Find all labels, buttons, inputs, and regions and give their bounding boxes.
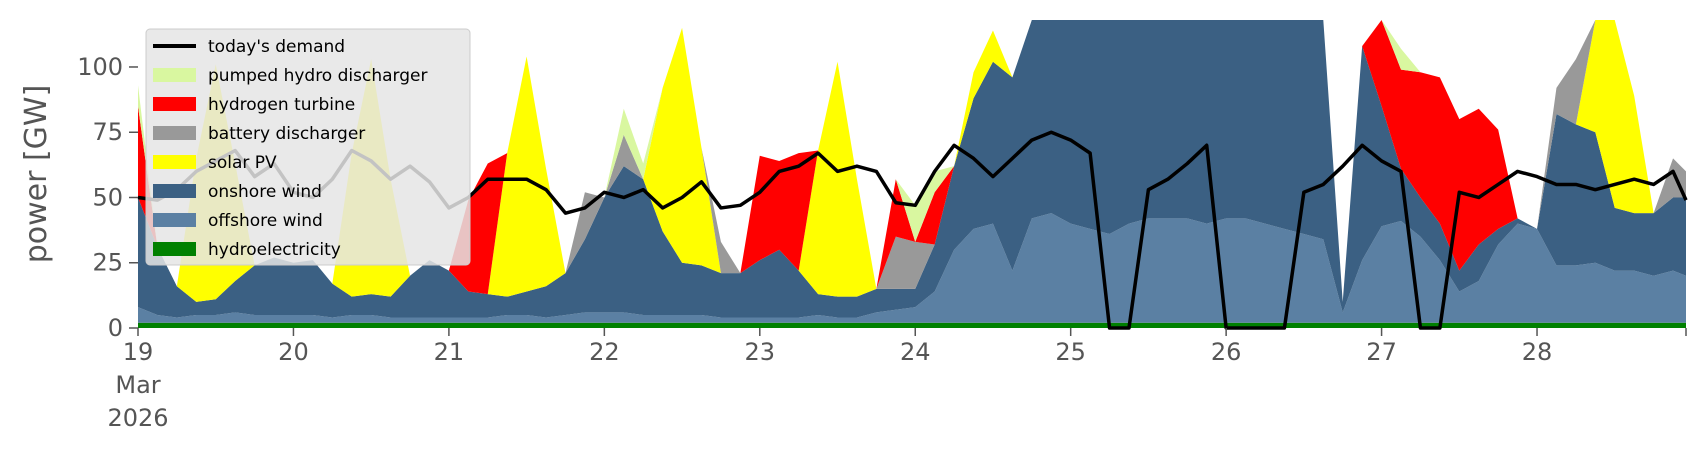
legend-swatch: [153, 126, 196, 140]
legend-label: today's demand: [208, 37, 345, 57]
x-tick-label: 27: [1366, 338, 1397, 366]
y-tick-label: 75: [92, 118, 123, 146]
legend-swatch: [153, 242, 196, 256]
x-tick-label: 19: [123, 338, 154, 366]
x-tick-label: 23: [745, 338, 776, 366]
legend-item-pumped-hydro-discharger: pumped hydro discharger: [153, 66, 427, 86]
x-tick-label: 24: [900, 338, 931, 366]
y-tick-label: 0: [108, 314, 123, 342]
area-hydroelectricity: [138, 322, 1686, 328]
x-tick-label: 28: [1522, 338, 1553, 366]
legend-label: solar PV: [208, 153, 277, 173]
legend-box: [145, 28, 471, 266]
legend-label: pumped hydro discharger: [208, 66, 427, 86]
y-axis-label: power [GW]: [19, 85, 54, 264]
x-tick-label: 21: [434, 338, 465, 366]
y-tick-label: 100: [77, 53, 123, 81]
stacked-areas: [138, 20, 1686, 328]
legend-swatch: [153, 68, 196, 82]
legend-label: onshore wind: [208, 182, 322, 202]
legend-item-hydroelectricity: hydroelectricity: [153, 240, 341, 260]
legend-item-today-s-demand: today's demand: [153, 37, 345, 57]
area-battery-discharger: [138, 20, 1686, 302]
x-tick-sublabel: 2026: [107, 404, 168, 432]
area-offshore-wind: [138, 213, 1686, 323]
legend-item-onshore-wind: onshore wind: [153, 182, 322, 202]
y-tick-label: 25: [92, 249, 123, 277]
legend-label: offshore wind: [208, 211, 323, 231]
legend-swatch: [153, 213, 196, 227]
area-solar-pv: [138, 20, 1686, 302]
legend-item-hydrogen-turbine: hydrogen turbine: [153, 95, 355, 115]
legend-item-solar-pv: solar PV: [153, 153, 277, 173]
axis-ticks: 0 25 50 75 100 19 Mar 2026 20 21 22 23 24 25 26 27 28: [77, 53, 1687, 432]
x-tick-label: 26: [1211, 338, 1242, 366]
x-tick-label: 25: [1055, 338, 1086, 366]
legend-item-battery-discharger: battery discharger: [153, 124, 365, 144]
y-tick-label: 50: [92, 183, 123, 211]
x-tick-label: 20: [278, 338, 309, 366]
legend-swatch: [153, 155, 196, 169]
x-tick-label: 22: [589, 338, 620, 366]
legend-swatch: [153, 97, 196, 111]
legend-label: hydroelectricity: [208, 240, 341, 260]
legend-item-offshore-wind: offshore wind: [153, 211, 323, 231]
area-onshore-wind: [138, 20, 1686, 318]
legend-label: battery discharger: [208, 124, 365, 144]
legend: today's demand pumped hydro discharger hyd…: [145, 28, 471, 266]
legend-label: hydrogen turbine: [208, 95, 355, 115]
legend-swatch: [153, 184, 196, 198]
x-tick-sublabel: Mar: [115, 371, 160, 399]
